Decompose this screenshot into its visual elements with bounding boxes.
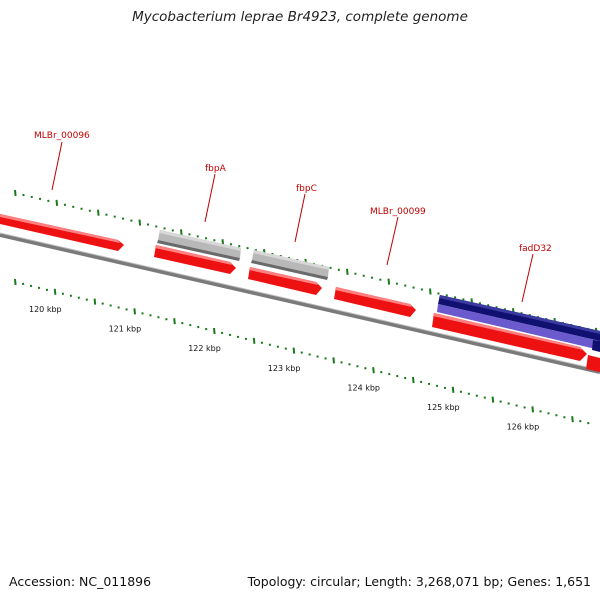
outer-major-tick xyxy=(180,229,183,236)
feature-label-group: fbpA xyxy=(204,164,227,223)
inner-major-tick xyxy=(173,318,176,325)
feature-label-mlbr00096[interactable]: MLBr_00096 xyxy=(34,131,90,141)
genome-stats-text: Topology: circular; Length: 3,268,071 bp… xyxy=(247,574,591,589)
outer-major-tick xyxy=(14,189,17,197)
accession-text: Accession: NC_011896 xyxy=(9,574,152,589)
outer-tick-ring xyxy=(14,189,598,334)
gene-track xyxy=(157,230,600,352)
outer-major-tick xyxy=(55,199,59,206)
outer-major-tick xyxy=(429,288,432,295)
cds-arrow-next[interactable] xyxy=(586,355,600,372)
gene-bar-fbpa[interactable] xyxy=(157,230,241,261)
cds-arrow-fbpa[interactable] xyxy=(154,245,236,274)
feature-label-mlbr00099[interactable]: MLBr_00099 xyxy=(370,207,426,217)
feature-label-group: fbpC xyxy=(294,184,317,243)
cds-track xyxy=(0,214,600,372)
scale-tick-label: 122 kbp xyxy=(188,344,221,353)
inner-major-tick xyxy=(451,386,455,393)
inner-major-tick xyxy=(372,367,375,374)
feature-label-fadd32[interactable]: fadD32 xyxy=(519,244,552,254)
feature-label-group: fadD32 xyxy=(519,244,552,303)
feature-label-fbpc[interactable]: fbpC xyxy=(296,184,317,194)
feature-label-fbpa[interactable]: fbpA xyxy=(205,164,227,174)
inner-major-tick xyxy=(531,406,534,413)
scale-tick-label: 121 kbp xyxy=(109,325,142,334)
cds-arrow-fadd32[interactable] xyxy=(432,313,587,361)
feature-label-group: MLBr_00099 xyxy=(370,207,426,266)
inner-major-tick xyxy=(292,347,296,354)
outer-major-tick xyxy=(97,209,100,216)
cds-arrow-mlbr00099[interactable] xyxy=(334,287,416,317)
outer-major-tick xyxy=(346,268,349,275)
inner-major-tick xyxy=(491,396,495,403)
inner-major-tick xyxy=(93,298,97,305)
cds-arrow-mlbr00096[interactable] xyxy=(0,214,124,251)
gene-bar-next-navy[interactable] xyxy=(592,340,600,352)
scale-tick-label: 124 kbp xyxy=(347,383,380,392)
cds-arrow-fbpc[interactable] xyxy=(248,267,322,295)
inner-major-tick xyxy=(252,337,256,344)
scale-tick-label: 120 kbp xyxy=(29,305,62,314)
inner-major-tick xyxy=(53,288,57,295)
outer-major-tick xyxy=(387,278,391,285)
feature-label-group: MLBr_00096 xyxy=(34,131,90,191)
inner-major-tick xyxy=(133,308,136,315)
backbone xyxy=(0,232,600,374)
inner-major-tick xyxy=(213,327,216,335)
scale-tick-label: 123 kbp xyxy=(268,364,301,373)
gene-bar-fbpc[interactable] xyxy=(251,250,329,280)
map-title: Mycobacterium leprae Br4923, complete ge… xyxy=(132,9,468,25)
gene-bar-fadd32-navy[interactable] xyxy=(438,295,600,341)
scale-tick-label: 126 kbp xyxy=(507,423,540,432)
inner-tick-ring: 120 kbp 121 kbp 122 kbp 123 kbp 124 kbp 125 k… xyxy=(14,278,590,432)
inner-major-tick xyxy=(571,416,574,423)
inner-major-tick xyxy=(332,357,335,364)
feature-labels: MLBr_00096 fbpA fbpC MLBr_00099 fadD32 xyxy=(34,131,552,303)
inner-major-tick xyxy=(412,376,415,384)
scale-tick-label: 125 kbp xyxy=(427,403,460,412)
outer-major-tick xyxy=(138,219,142,226)
inner-major-tick xyxy=(14,278,17,286)
gene-bar-fadd32-violet[interactable] xyxy=(437,304,600,350)
